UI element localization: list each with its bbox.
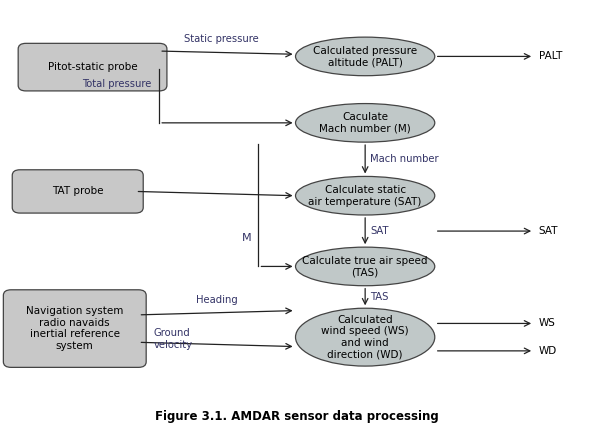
Text: Mach number: Mach number [370, 154, 438, 164]
Ellipse shape [296, 308, 435, 366]
Ellipse shape [296, 247, 435, 286]
Text: Navigation system
radio navaids
inertial reference
system: Navigation system radio navaids inertial… [26, 306, 124, 351]
Text: Calculated pressure
altitude (PALT): Calculated pressure altitude (PALT) [313, 46, 417, 67]
FancyBboxPatch shape [18, 43, 167, 91]
Text: WD: WD [539, 346, 557, 356]
Text: TAT probe: TAT probe [52, 187, 103, 197]
Text: SAT: SAT [539, 226, 558, 236]
Text: Static pressure: Static pressure [184, 34, 259, 44]
Text: Pitot-static probe: Pitot-static probe [48, 62, 137, 72]
Ellipse shape [296, 104, 435, 142]
Ellipse shape [296, 37, 435, 76]
Text: Caculate
Mach number (M): Caculate Mach number (M) [320, 112, 411, 134]
Text: M: M [242, 233, 251, 243]
Text: Calculate static
air temperature (SAT): Calculate static air temperature (SAT) [308, 185, 422, 206]
Text: WS: WS [539, 319, 555, 329]
Text: TAS: TAS [370, 292, 388, 302]
FancyBboxPatch shape [4, 290, 146, 367]
FancyBboxPatch shape [12, 170, 143, 213]
Text: SAT: SAT [370, 226, 388, 236]
Ellipse shape [296, 176, 435, 215]
Text: Ground: Ground [153, 328, 190, 338]
Text: Total pressure: Total pressure [82, 79, 151, 89]
Text: velocity: velocity [153, 340, 192, 350]
Text: Calculate true air speed
(TAS): Calculate true air speed (TAS) [302, 255, 428, 277]
Text: PALT: PALT [539, 52, 562, 61]
Text: Heading: Heading [196, 295, 238, 305]
Text: Calculated
wind speed (WS)
and wind
direction (WD): Calculated wind speed (WS) and wind dire… [321, 315, 409, 359]
Text: Figure 3.1. AMDAR sensor data processing: Figure 3.1. AMDAR sensor data processing [155, 410, 439, 423]
